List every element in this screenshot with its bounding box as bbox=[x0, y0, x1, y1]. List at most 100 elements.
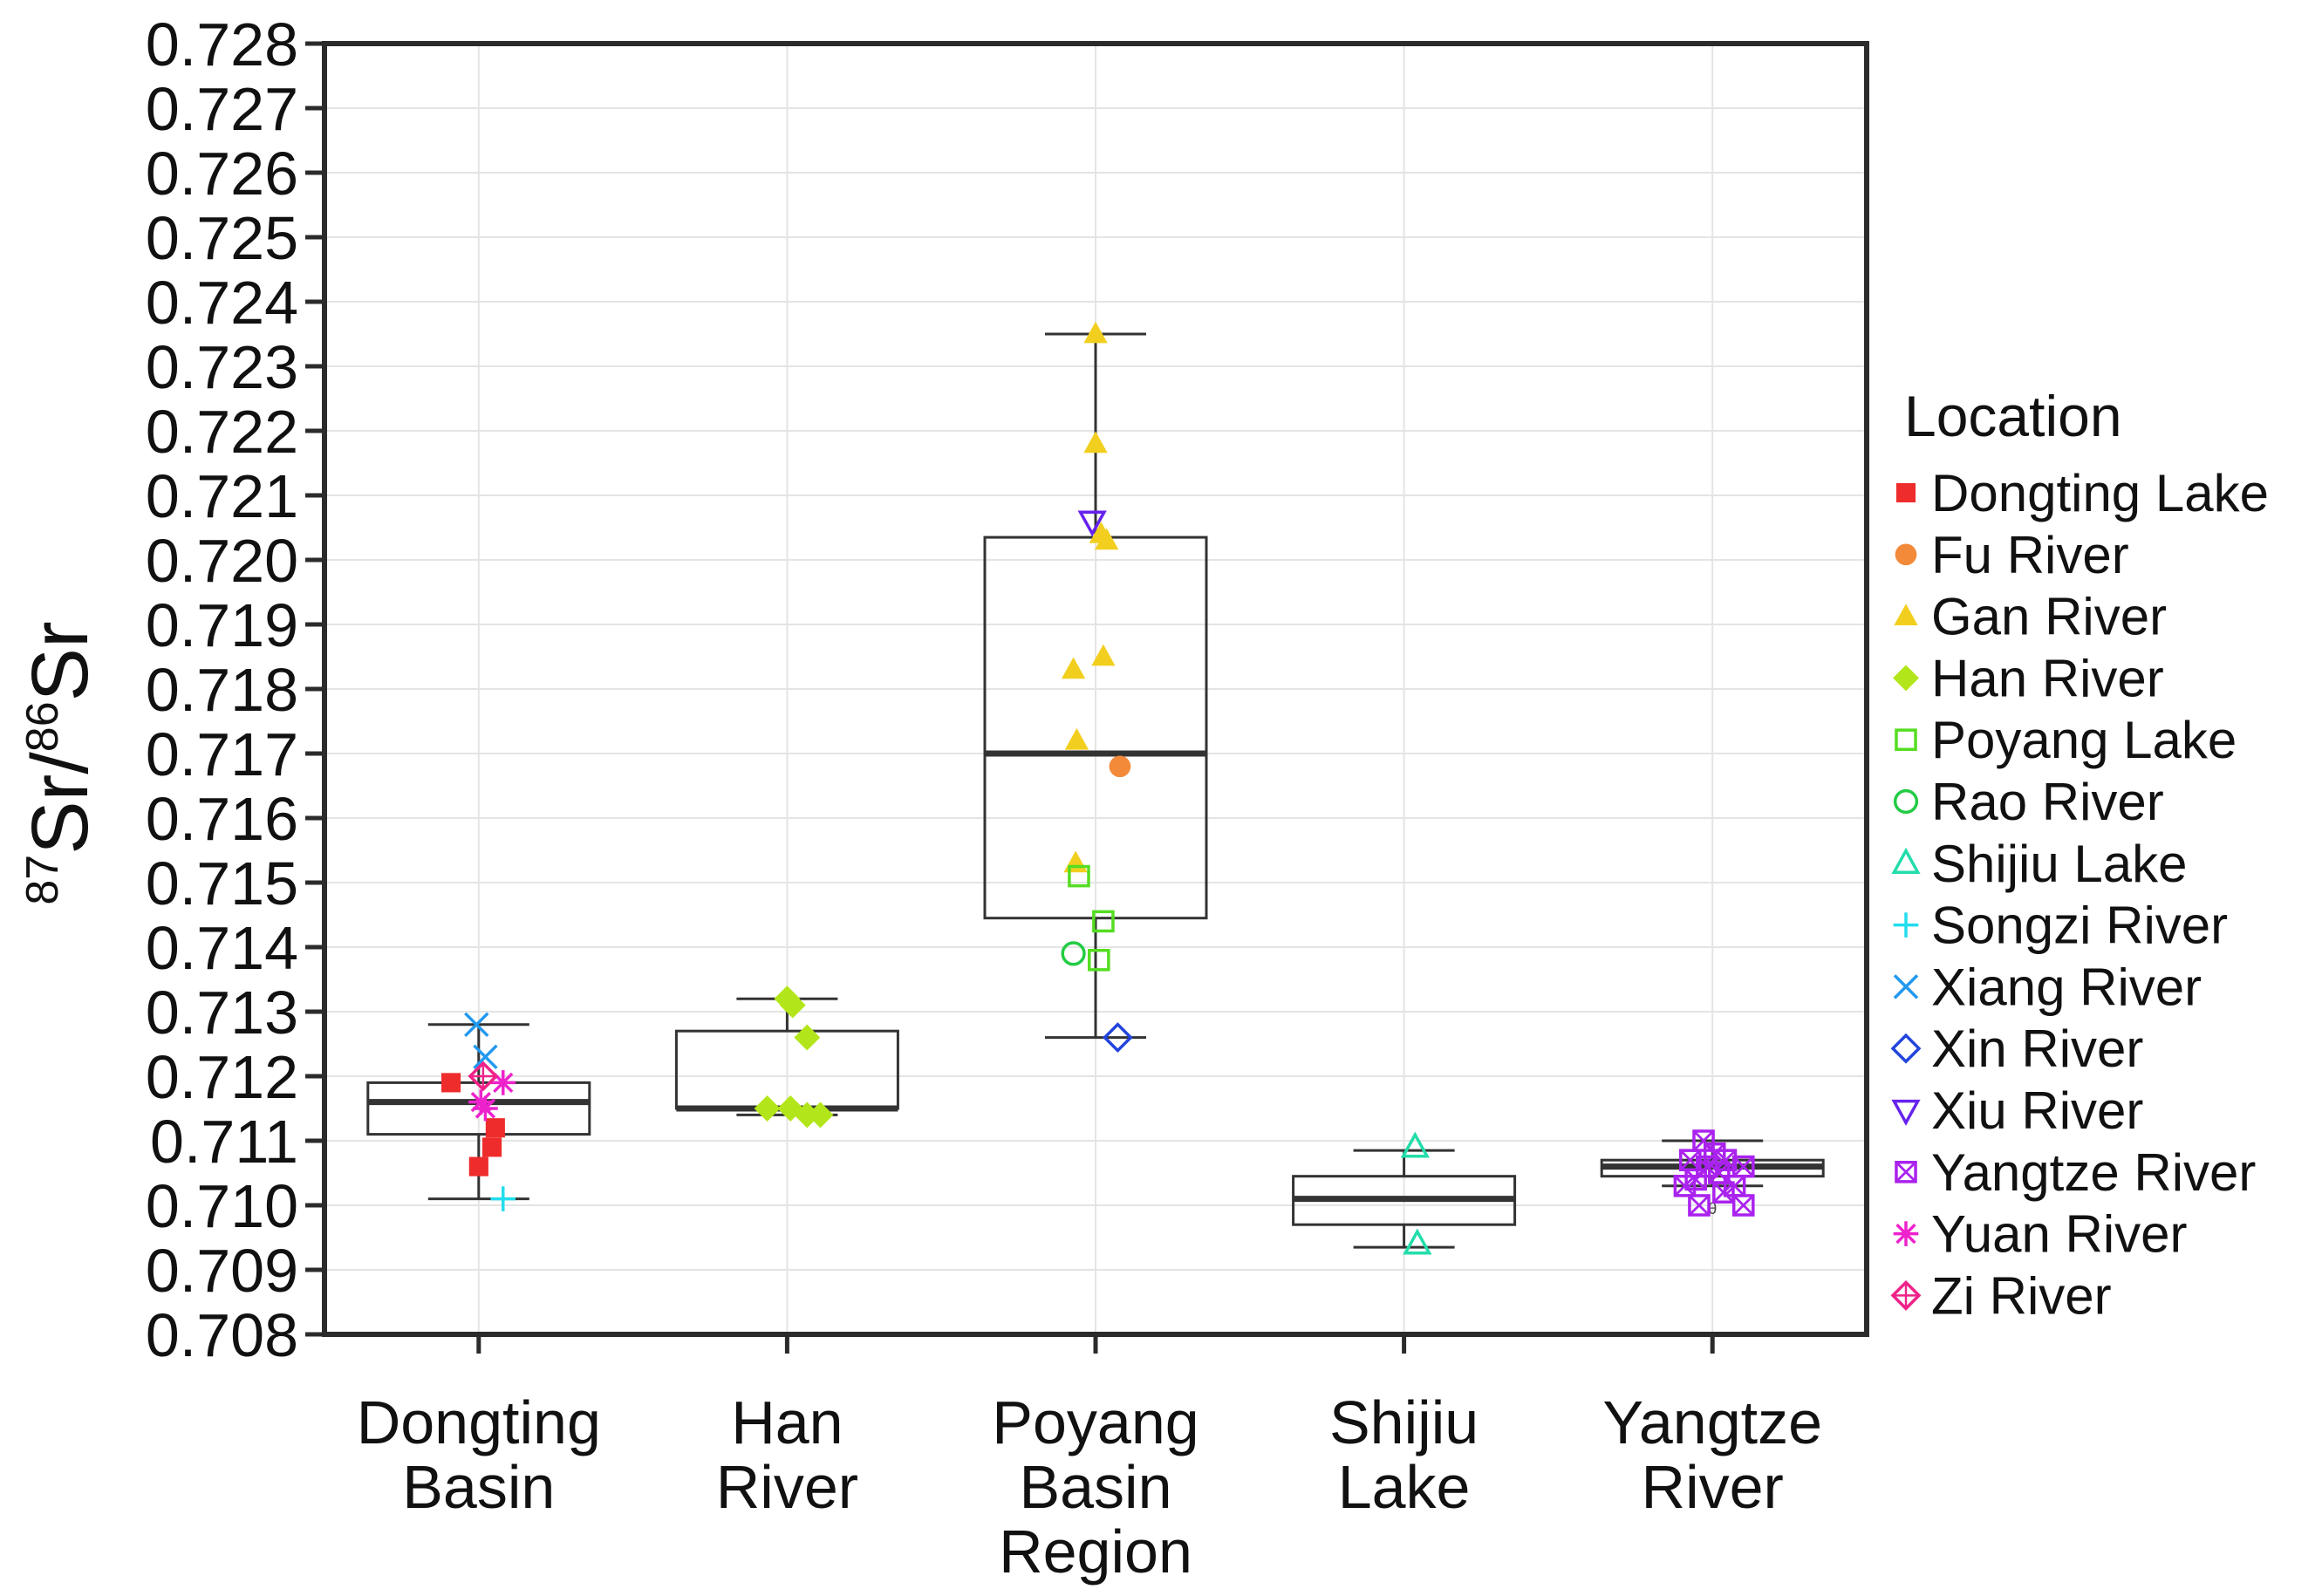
x-category-label: Dongting bbox=[357, 1388, 601, 1456]
data-point bbox=[1077, 510, 1107, 537]
x-category-label: Lake bbox=[1338, 1453, 1471, 1521]
y-tick-label: 0.726 bbox=[146, 140, 298, 208]
legend-label: Xin River bbox=[1931, 1020, 2143, 1078]
grid-lines bbox=[324, 43, 1867, 1335]
y-tick-label: 0.714 bbox=[146, 914, 298, 982]
data-point bbox=[1673, 1175, 1697, 1197]
data-point bbox=[1095, 528, 1119, 550]
legend-marker bbox=[1895, 728, 1917, 752]
y-axis-label: 87Sr/86Sr bbox=[16, 621, 105, 904]
legend-label: Songzi River bbox=[1931, 897, 2228, 955]
legend-label: Yangtze River bbox=[1931, 1143, 2256, 1202]
x-category-label: Region bbox=[999, 1518, 1192, 1586]
legend-marker bbox=[1891, 847, 1921, 874]
y-tick-label: 0.723 bbox=[146, 333, 298, 401]
legend-title: Location bbox=[1904, 384, 2122, 448]
x-category-label: River bbox=[1642, 1453, 1784, 1521]
legend-item: Gan River bbox=[1894, 588, 2167, 646]
data-point bbox=[1403, 1228, 1432, 1255]
data-point bbox=[468, 1156, 488, 1177]
data-points bbox=[441, 321, 1755, 1255]
legend-label: Shijiu Lake bbox=[1931, 835, 2188, 893]
data-point bbox=[1400, 1131, 1430, 1158]
x-category-label: Poyang bbox=[992, 1388, 1199, 1456]
data-point bbox=[481, 1137, 502, 1157]
data-point bbox=[441, 1073, 461, 1093]
y-tick-label: 0.722 bbox=[146, 398, 298, 466]
y-tick-label: 0.718 bbox=[146, 656, 298, 724]
x-category-label: Han bbox=[731, 1388, 843, 1456]
data-point bbox=[1092, 910, 1115, 933]
x-category-label: Basin bbox=[402, 1453, 555, 1521]
data-point bbox=[1064, 727, 1089, 750]
data-point bbox=[1688, 1194, 1711, 1217]
data-point bbox=[1083, 321, 1108, 344]
data-point bbox=[1088, 949, 1110, 972]
y-axis-label-sup1: 87 bbox=[17, 855, 68, 905]
y-axis-label-base1: Sr/ bbox=[16, 752, 105, 855]
data-point bbox=[464, 1012, 489, 1038]
legend-label: Fu River bbox=[1931, 526, 2129, 584]
legend-marker bbox=[1895, 543, 1917, 566]
data-point bbox=[1083, 431, 1108, 454]
data-point bbox=[473, 1095, 498, 1122]
data-point bbox=[1068, 864, 1090, 888]
y-axis-label-sup2: 86 bbox=[17, 701, 68, 752]
y-axis-label-base2: Sr bbox=[16, 621, 105, 701]
data-point bbox=[490, 1186, 516, 1211]
legend-label: Zi River bbox=[1931, 1266, 2112, 1325]
legend-item: Zi River bbox=[1890, 1266, 2112, 1325]
legend-item: Shijiu Lake bbox=[1891, 835, 2188, 893]
y-tick-label: 0.713 bbox=[146, 979, 298, 1047]
y-tick-label: 0.728 bbox=[146, 10, 298, 78]
legend-marker bbox=[1895, 482, 1916, 503]
legend-marker bbox=[1895, 1161, 1917, 1183]
legend-item: Xiang River bbox=[1893, 958, 2202, 1016]
y-tick-label: 0.717 bbox=[146, 720, 298, 788]
x-category-label: Yangtze bbox=[1602, 1388, 1822, 1456]
data-point bbox=[794, 1024, 821, 1051]
legend-marker bbox=[1893, 788, 1919, 815]
legend-item: Yuan River bbox=[1893, 1205, 2188, 1264]
x-category-label: Shijiu bbox=[1329, 1388, 1479, 1456]
legend-label: Dongting Lake bbox=[1931, 464, 2269, 522]
legend-item: Songzi River bbox=[1893, 897, 2228, 955]
data-point bbox=[1091, 644, 1116, 666]
legend-item: Dongting Lake bbox=[1895, 464, 2269, 522]
y-axis: 0.7080.7090.7100.7110.7120.7130.7140.715… bbox=[146, 10, 324, 1369]
legend-marker bbox=[1894, 604, 1918, 625]
data-point bbox=[779, 992, 806, 1019]
legend-item: Han River bbox=[1893, 649, 2164, 707]
y-tick-label: 0.710 bbox=[146, 1172, 298, 1240]
y-tick-label: 0.725 bbox=[146, 204, 298, 272]
y-tick-label: 0.720 bbox=[146, 527, 298, 595]
legend-label: Gan River bbox=[1931, 588, 2167, 646]
legend-marker bbox=[1890, 1033, 1922, 1064]
x-category-label: Basin bbox=[1019, 1453, 1171, 1521]
y-tick-label: 0.721 bbox=[146, 462, 298, 530]
y-tick-label: 0.712 bbox=[146, 1043, 298, 1111]
data-point bbox=[490, 1070, 516, 1095]
data-point bbox=[473, 1044, 498, 1070]
legend-marker bbox=[1893, 974, 1919, 999]
data-point bbox=[1731, 1155, 1755, 1178]
y-tick-label: 0.719 bbox=[146, 591, 298, 659]
x-category-label: River bbox=[716, 1453, 858, 1521]
legend-marker bbox=[1893, 1221, 1919, 1246]
legend-item: Poyang Lake bbox=[1895, 711, 2237, 769]
legend-marker bbox=[1891, 1099, 1921, 1126]
legend-label: Han River bbox=[1931, 649, 2164, 707]
data-point bbox=[1061, 657, 1086, 679]
y-tick-label: 0.708 bbox=[146, 1301, 298, 1369]
data-point bbox=[485, 1118, 505, 1138]
legend-marker bbox=[1890, 1279, 1922, 1311]
box-shijiu bbox=[1292, 1149, 1517, 1249]
legend-label: Poyang Lake bbox=[1931, 711, 2237, 769]
legend-item: Xiu River bbox=[1891, 1081, 2143, 1140]
data-point bbox=[1109, 755, 1131, 778]
y-tick-label: 0.715 bbox=[146, 849, 298, 917]
data-point bbox=[1102, 1022, 1133, 1054]
